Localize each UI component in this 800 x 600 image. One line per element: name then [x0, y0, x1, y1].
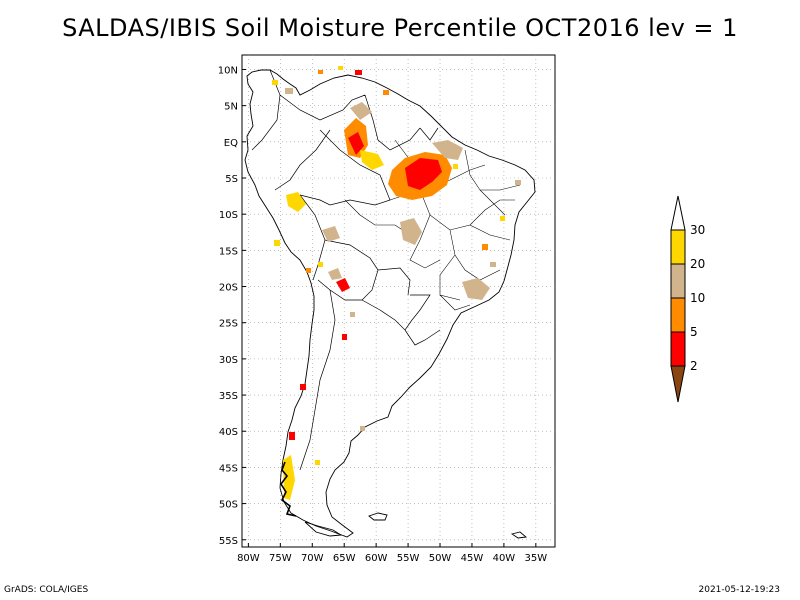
- map-title: SALDAS/IBIS Soil Moisture Percentile OCT…: [62, 14, 738, 42]
- legend-arrow-top: [670, 195, 686, 231]
- longitude-label: 45W: [461, 553, 484, 564]
- legend-swatch: [670, 229, 686, 265]
- south-america-coast: [244, 69, 536, 538]
- shading-spot: [482, 244, 488, 250]
- map-frame: [241, 54, 556, 548]
- legend-swatch: [670, 331, 686, 367]
- continent-outline: [244, 69, 536, 539]
- shading-spot: [289, 432, 295, 440]
- shading-spot: [285, 88, 293, 94]
- longitude-label: 70W: [301, 553, 324, 564]
- credit-grads: GrADS: COLA/IGES: [4, 585, 89, 595]
- shading-amazon-red: [405, 158, 442, 190]
- longitude-label: 80W: [237, 553, 260, 564]
- shading-spot: [383, 90, 389, 95]
- legend-swatch: [670, 297, 686, 333]
- shading-amazon-tan: [432, 140, 463, 160]
- tierra-del-fuego: [304, 521, 343, 537]
- latitude-label: 5S: [225, 174, 238, 185]
- shading-spot: [318, 70, 323, 74]
- shading-spot: [360, 426, 365, 431]
- latitude-label: 35S: [219, 391, 238, 402]
- longitude-label: 40W: [493, 553, 516, 564]
- longitude-label: 50W: [429, 553, 452, 564]
- legend-label: 30: [690, 223, 705, 237]
- shading-east-tan: [462, 278, 490, 300]
- legend-arrow-bottom: [670, 365, 686, 403]
- latitude-label: 10N: [218, 65, 238, 76]
- legend-label: 5: [690, 325, 698, 339]
- shading-spot: [306, 268, 311, 273]
- shading-peru-gold: [286, 192, 306, 212]
- latitude-label: 50S: [219, 500, 238, 511]
- shading-spot: [318, 262, 323, 267]
- longitude-labels: 80W 75W 70W 65W 60W 55W 50W 45W 40W 35W: [237, 543, 547, 564]
- legend-label: 20: [690, 257, 705, 271]
- shading-north-gold: [360, 150, 384, 170]
- legend-colorbar: 30 20 10 5 2: [670, 195, 705, 403]
- latitude-label: 15S: [219, 246, 238, 257]
- shading-spot: [355, 70, 362, 75]
- shading-spot: [338, 66, 343, 70]
- country-borders: [251, 69, 441, 471]
- shading-central-tan: [400, 218, 422, 245]
- legend-label: 10: [690, 291, 705, 305]
- latitude-label: 40S: [219, 427, 238, 438]
- latitude-label: 20S: [219, 283, 238, 294]
- shading-spot: [274, 240, 280, 246]
- falkland-islands: [368, 512, 388, 521]
- shading-spot: [500, 216, 505, 221]
- longitude-label: 65W: [333, 553, 356, 564]
- shading-spot: [342, 334, 347, 340]
- shading-spot: [300, 384, 306, 390]
- longitude-label: 75W: [269, 553, 292, 564]
- credit-timestamp: 2021-05-12-19:23: [698, 585, 781, 595]
- latitude-label: 10S: [219, 210, 238, 221]
- longitude-label: 55W: [397, 553, 420, 564]
- shading-spot: [453, 164, 458, 169]
- shading-spot: [515, 180, 521, 185]
- latitude-label: 55S: [219, 536, 238, 547]
- legend-label: 2: [690, 359, 698, 373]
- shading-patagonia-gold: [283, 455, 295, 500]
- shading-chaco-red: [336, 278, 350, 292]
- shading-spot: [490, 262, 496, 267]
- shading-chaco-tan: [328, 268, 342, 280]
- latitude-label: EQ: [224, 138, 238, 149]
- shading-north-red: [348, 132, 364, 155]
- latitude-label: 30S: [219, 355, 238, 366]
- shading-spot: [315, 460, 320, 465]
- latitude-label: 25S: [219, 319, 238, 330]
- latitude-labels: 10N 5N EQ 5S 10S 15S 20S 25S 30S 35S 40S 45S 50S 55S: [218, 65, 246, 547]
- latitude-label: 5N: [224, 102, 238, 113]
- shading-north-tan: [350, 102, 372, 120]
- chile-archipelago: [280, 461, 297, 517]
- island-sw: [510, 531, 528, 539]
- shading-spot: [350, 312, 355, 317]
- moisture-shading: [272, 66, 521, 500]
- legend-swatch: [670, 263, 686, 299]
- latitude-label: 45S: [219, 463, 238, 474]
- shading-bolivia-tan: [322, 226, 340, 242]
- longitude-label: 35W: [525, 553, 548, 564]
- longitude-label: 60W: [365, 553, 388, 564]
- graticule: [242, 55, 555, 547]
- shading-spot: [272, 80, 278, 85]
